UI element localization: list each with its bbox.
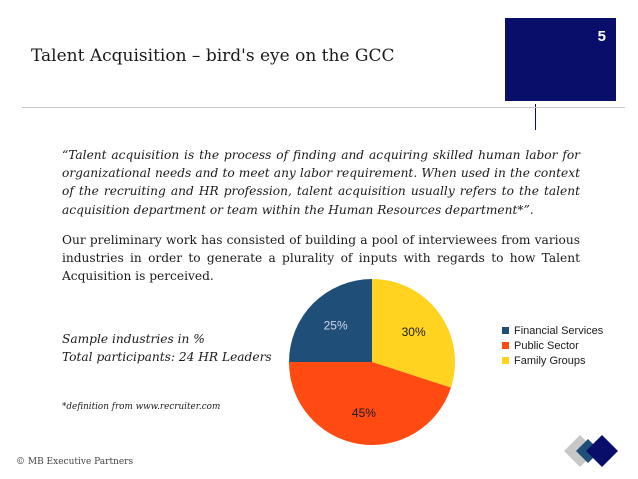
slide-title: Talent Acquisition – bird's eye on the G… [31, 46, 395, 66]
legend-item-family-groups: Family Groups [502, 353, 603, 368]
legend-label: Public Sector [514, 339, 579, 352]
horizontal-divider [22, 107, 625, 108]
pie-slice-public-sector [289, 362, 451, 445]
page-number: 5 [597, 28, 606, 45]
legend-swatch [502, 327, 509, 334]
legend-label: Financial Services [514, 324, 604, 337]
sample-caption: Sample industries in % Total participant… [62, 330, 272, 366]
pie-slice-financial-services [289, 279, 372, 362]
pie-label-public-sector: 45% [352, 406, 376, 420]
company-logo [564, 435, 618, 467]
vertical-divider [535, 104, 536, 130]
definition-source: *definition from www.recruiter.com [62, 402, 221, 412]
total-participants-label: Total participants: 24 HR Leaders [62, 350, 272, 364]
sample-industries-label: Sample industries in % [62, 332, 205, 346]
legend-item-financial-services: Financial Services [502, 323, 603, 338]
logo-diamond-navy [586, 435, 618, 467]
page-number-box: 5 [505, 18, 616, 101]
legend-label: Family Groups [514, 354, 586, 367]
pie-chart: 25% 30% 45% [289, 279, 455, 445]
legend-swatch [502, 342, 509, 349]
legend-swatch [502, 357, 509, 364]
pie-label-financial-services: 25% [324, 319, 348, 333]
legend-item-public-sector: Public Sector [502, 338, 603, 353]
definition-quote: “Talent acquisition is the process of fi… [62, 148, 580, 217]
copyright-notice: © MB Executive Partners [16, 457, 134, 467]
pie-label-family-groups: 30% [402, 325, 426, 339]
chart-legend: Financial Services Public Sector Family Gr… [502, 323, 603, 368]
body-text: “Talent acquisition is the process of fi… [62, 146, 580, 285]
pie-slice-family-groups [372, 279, 455, 388]
preliminary-work-paragraph: Our preliminary work has consisted of bu… [62, 232, 580, 284]
